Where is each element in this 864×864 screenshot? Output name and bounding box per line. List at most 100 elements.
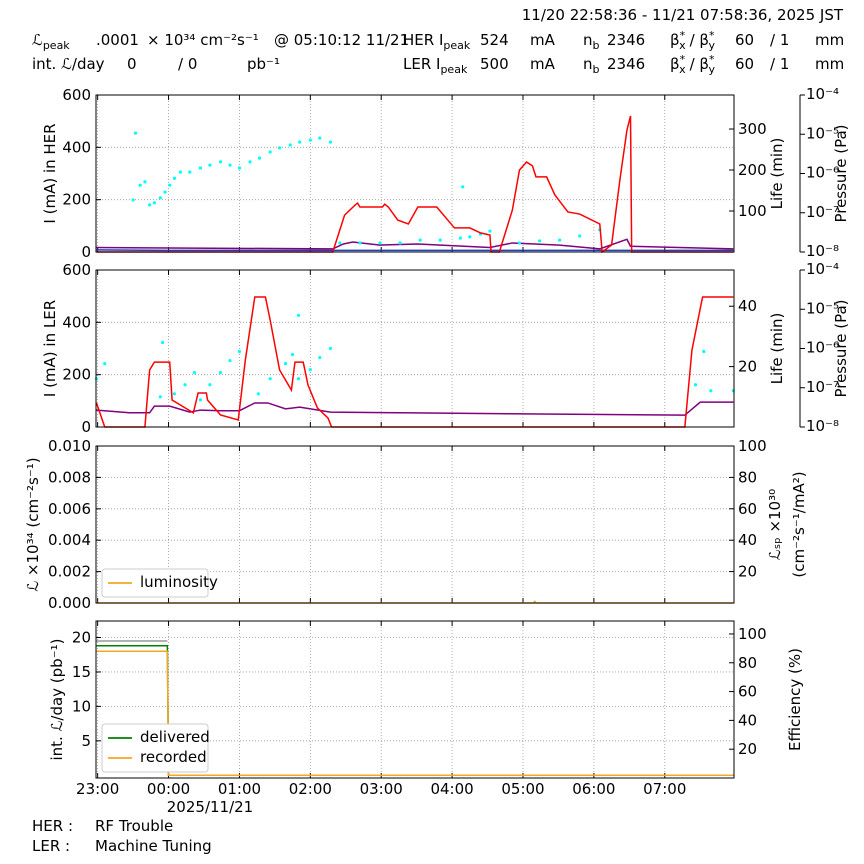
plot-area bbox=[96, 270, 734, 427]
y3-tick-label: 10⁻⁷ bbox=[806, 203, 839, 221]
y3-tick-label: 10⁻⁶ bbox=[806, 164, 839, 182]
legend-box bbox=[101, 723, 209, 773]
beta-label-part: * bbox=[709, 53, 715, 66]
y2-tick-label: 40 bbox=[738, 531, 757, 549]
y-tick-label: 0.006 bbox=[48, 500, 91, 518]
int-lumi-recorded: / 0 bbox=[178, 55, 197, 73]
y2-axis-label: ℒₛₚ ×10³⁰ bbox=[766, 489, 784, 560]
y-tick-label: 0.000 bbox=[48, 594, 91, 612]
data-point bbox=[517, 241, 522, 245]
data-point bbox=[131, 198, 135, 202]
data-point bbox=[338, 241, 342, 245]
ring-current-unit: mA bbox=[530, 31, 556, 49]
ring-current-label-part: LER I bbox=[403, 55, 440, 73]
y3-tick-label: 10⁻⁴ bbox=[806, 260, 839, 278]
y2-tick-label: 60 bbox=[738, 683, 757, 701]
x-tick-label: 06:00 bbox=[572, 780, 615, 798]
data-point bbox=[161, 340, 165, 345]
data-point bbox=[283, 361, 288, 366]
y2-tick-label: 300 bbox=[738, 120, 767, 138]
bunch-label-part: b bbox=[593, 63, 600, 76]
data-point bbox=[172, 392, 177, 396]
series-line bbox=[96, 238, 734, 250]
beta-label-part: * bbox=[680, 53, 686, 66]
data-point bbox=[256, 392, 260, 396]
data-point bbox=[138, 183, 142, 187]
status-ring: HER : bbox=[32, 817, 73, 835]
data-point bbox=[702, 349, 706, 354]
x-tick-label: 07:00 bbox=[643, 780, 686, 798]
data-point bbox=[172, 176, 177, 180]
time-range: 11/20 22:58:36 - 11/21 07:58:36, 2025 JS… bbox=[522, 6, 844, 24]
data-point bbox=[298, 140, 302, 144]
int-lumi-value: 0 bbox=[127, 55, 137, 73]
ring-current-label-part: HER I bbox=[403, 31, 443, 49]
y-tick-label: 600 bbox=[62, 86, 91, 104]
y2-tick-label: 60 bbox=[738, 500, 757, 518]
data-point bbox=[158, 196, 162, 200]
bunch-label-part: b bbox=[593, 39, 600, 52]
lumi-peak-unit: × 10³⁴ cm⁻²s⁻¹ bbox=[147, 31, 259, 49]
data-point bbox=[163, 190, 167, 194]
data-point bbox=[398, 241, 402, 245]
data-point bbox=[143, 180, 147, 184]
data-point bbox=[438, 238, 442, 242]
series-line bbox=[96, 249, 734, 252]
beta-label-part: * bbox=[709, 29, 715, 42]
x-tick-label: 01:00 bbox=[218, 780, 261, 798]
x-tick-label: 05:00 bbox=[501, 780, 544, 798]
beta-label-part: x bbox=[679, 63, 686, 76]
series-line bbox=[96, 401, 734, 416]
x-axis-sublabel: 2025/11/21 bbox=[167, 798, 253, 816]
y-tick-label: 0 bbox=[81, 243, 91, 261]
y2-tick-label: 40 bbox=[738, 297, 757, 315]
int-lumi-label: int. ℒ/day bbox=[32, 55, 105, 73]
lumi-peak-time: @ 05:10:12 11/21 bbox=[274, 31, 409, 49]
data-point bbox=[488, 229, 492, 233]
y2-tick-label: 100 bbox=[738, 202, 767, 220]
data-point bbox=[558, 238, 562, 242]
plot-area bbox=[96, 95, 734, 252]
ring-current-label-part: peak bbox=[440, 63, 467, 76]
x-tick-label: 03:00 bbox=[360, 780, 403, 798]
x-tick-label: 02:00 bbox=[289, 780, 332, 798]
data-point bbox=[218, 160, 223, 164]
y2-tick-label: 200 bbox=[738, 161, 767, 179]
y2-tick-label: 100 bbox=[738, 625, 767, 643]
data-point bbox=[308, 138, 312, 142]
data-point bbox=[228, 358, 232, 363]
data-point bbox=[709, 389, 713, 393]
data-point bbox=[693, 383, 698, 387]
y-axis-label: int. ℒ/day (pb⁻¹) bbox=[48, 639, 66, 761]
y2-tick-label: 40 bbox=[738, 711, 757, 729]
data-point bbox=[418, 238, 422, 242]
plot-frame bbox=[95, 445, 735, 604]
legend-box bbox=[101, 568, 209, 598]
status-text: RF Trouble bbox=[95, 817, 173, 835]
legend-label: luminosity bbox=[140, 573, 218, 591]
data-point bbox=[268, 150, 272, 154]
y-tick-label: 600 bbox=[62, 261, 91, 279]
ring-current-label: LER Ipeak bbox=[403, 55, 468, 76]
ring-current-label: HER Ipeak bbox=[403, 31, 471, 52]
beta-unit: mm bbox=[815, 55, 844, 73]
y-tick-label: 15 bbox=[72, 663, 91, 681]
beta-label-part: β bbox=[670, 55, 680, 73]
lumi-peak-label-part: ℒ bbox=[32, 31, 43, 49]
data-point bbox=[268, 377, 272, 381]
y2-tick-label: 20 bbox=[738, 740, 757, 758]
y3-tick-label: 10⁻⁵ bbox=[806, 299, 839, 317]
data-point bbox=[208, 383, 212, 387]
y2-tick-label: 80 bbox=[738, 654, 757, 672]
beta-label-part: β bbox=[670, 31, 680, 49]
data-point bbox=[228, 163, 232, 167]
bunch-label: nb bbox=[583, 31, 600, 52]
y-tick-label: 0.010 bbox=[48, 437, 91, 455]
beta-x: 60 bbox=[735, 55, 754, 73]
ring-current-label-part: peak bbox=[443, 39, 470, 52]
y-tick-label: 20 bbox=[72, 629, 91, 647]
y-axis-label: ℒ ×10³⁴ (cm⁻²s⁻¹) bbox=[24, 457, 42, 591]
y3-tick-label: 10⁻⁸ bbox=[806, 242, 839, 260]
data-point bbox=[328, 140, 333, 144]
data-point bbox=[378, 241, 382, 245]
